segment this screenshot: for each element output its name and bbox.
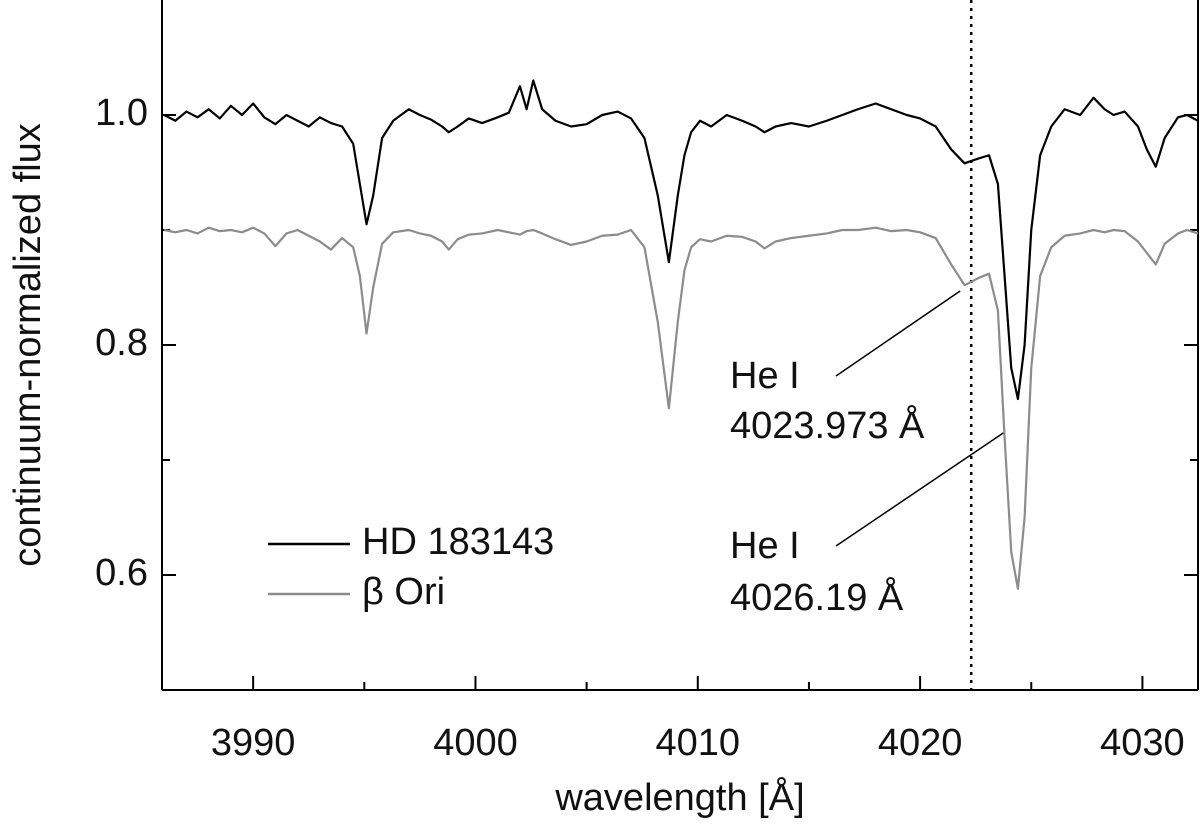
legend-label: β Ori [362,571,445,613]
annotation-text: He I [730,355,800,397]
annotation-text: He I [730,525,800,567]
y-tick-label: 1.0 [95,92,148,134]
series-line [163,79,1199,401]
x-tick-label: 3990 [211,722,296,764]
annotation-leader [835,432,1004,547]
annotation-text: 4026.19 Å [730,575,904,619]
x-tick-label: 4020 [878,722,963,764]
y-axis-label: continuum-normalized flux [7,123,49,567]
y-tick-label: 0.6 [95,552,148,594]
annotation-leader [835,290,961,377]
legend-label: HD 183143 [362,521,554,563]
y-tick-label: 0.8 [95,322,148,364]
x-tick-label: 4000 [433,722,518,764]
x-tick-label: 4010 [656,722,741,764]
series-line [163,226,1199,590]
x-axis-label: wavelength [Å] [554,775,804,819]
x-tick-label: 4030 [1100,722,1185,764]
annotation-text: 4023.973 Å [730,403,925,447]
